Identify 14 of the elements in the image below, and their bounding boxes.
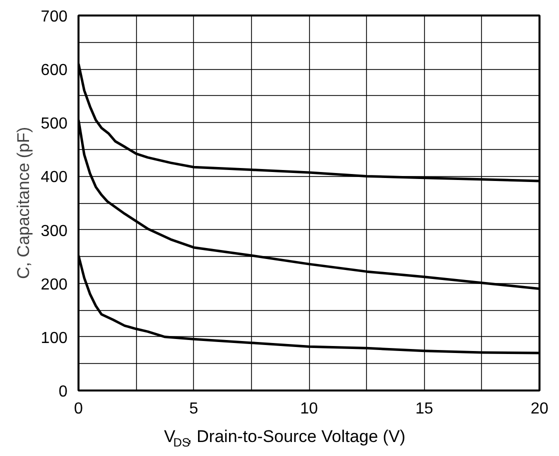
x-tick-label: 10: [300, 400, 318, 418]
y-axis-title: C, Capacitance (pF): [14, 126, 33, 280]
y-tick-label: 0: [58, 384, 68, 400]
y-tick-label: 400: [40, 169, 68, 186]
y-tick-label: 300: [40, 222, 68, 240]
y-tick-label: 700: [40, 8, 68, 26]
x-tick-label: 20: [530, 400, 548, 418]
y-tick-label: 200: [40, 276, 68, 294]
y-tick-label: 600: [40, 62, 68, 80]
x-tick-label: 0: [74, 400, 84, 418]
y-tick-label: 500: [40, 116, 68, 133]
x-tick-label: 5: [189, 400, 198, 418]
x-tick-label: 15: [415, 400, 434, 418]
y-tick-label: 100: [40, 330, 68, 347]
